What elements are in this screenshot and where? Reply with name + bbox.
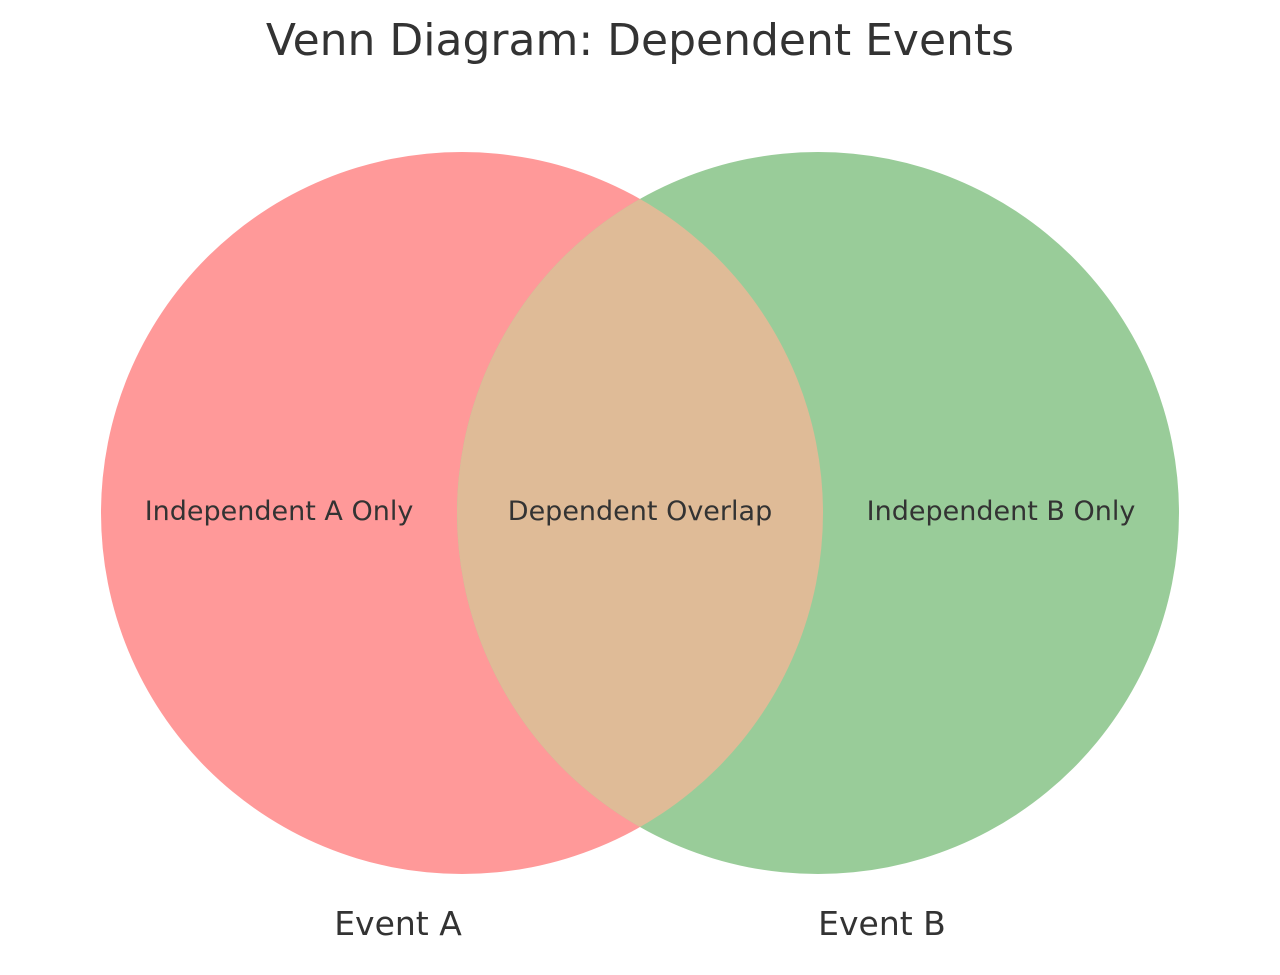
region-label-b-only: Independent B Only: [867, 496, 1136, 527]
region-label-overlap: Dependent Overlap: [508, 496, 772, 527]
overlap-region: [457, 152, 823, 874]
event-b-label: Event B: [818, 904, 946, 943]
region-label-a-only: Independent A Only: [145, 496, 414, 527]
diagram-title: Venn Diagram: Dependent Events: [266, 15, 1014, 66]
event-a-label: Event A: [334, 904, 462, 943]
